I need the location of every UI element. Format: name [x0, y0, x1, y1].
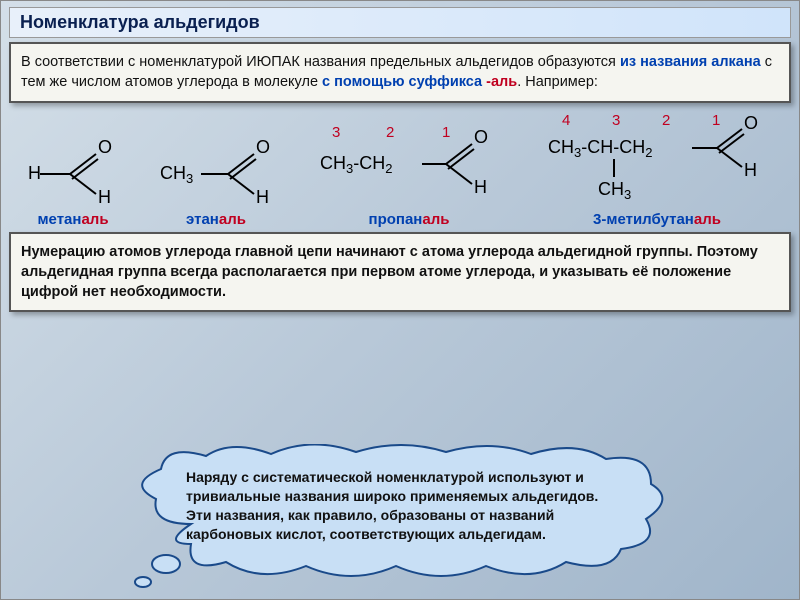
stem: 3-метилбутан — [593, 211, 694, 228]
svg-text:O: O — [744, 113, 758, 133]
name-propanal: пропаналь — [314, 211, 504, 228]
svg-text:2: 2 — [662, 112, 670, 129]
svg-text:O: O — [256, 137, 270, 157]
svg-text:4: 4 — [562, 112, 570, 129]
svg-text:1: 1 — [712, 112, 720, 129]
suffix-red: -аль — [486, 74, 517, 90]
formula-propanal: 3 2 1 CH3-CH2 O H пропаналь — [314, 119, 504, 228]
txt-blue: из названия алкана — [620, 54, 761, 70]
struct-3mb: 4 3 2 1 CH3-CH-CH2 CH3 O H — [542, 109, 772, 209]
svg-text:H: H — [744, 160, 757, 180]
svg-text:O: O — [98, 137, 112, 157]
svg-text:CH3: CH3 — [598, 179, 631, 202]
svg-text:1: 1 — [442, 124, 450, 141]
name-ethanal: этаналь — [156, 211, 276, 228]
svg-text:3: 3 — [332, 124, 340, 141]
name-3mb: 3-метилбутаналь — [542, 211, 772, 228]
txt: . Например: — [517, 74, 598, 90]
slide-title: Номенклатура альдегидов — [9, 7, 791, 38]
stem: пропан — [369, 211, 423, 228]
svg-text:CH3: CH3 — [160, 163, 193, 186]
txt: В соответствии с номенклатурой ИЮПАК наз… — [21, 54, 620, 70]
suf: аль — [219, 211, 246, 228]
txt-suffix: -аль — [486, 74, 517, 90]
cloud-text: Наряду с систематической номенклатурой и… — [186, 468, 616, 544]
svg-text:CH3-CH2: CH3-CH2 — [320, 153, 392, 176]
svg-text:O: O — [474, 127, 488, 147]
struct-propanal: 3 2 1 CH3-CH2 O H — [314, 119, 504, 209]
svg-text:3: 3 — [612, 112, 620, 129]
txt-blue: с помощью суффикса — [322, 74, 486, 90]
svg-text:CH3-CH-CH2: CH3-CH-CH2 — [548, 137, 652, 160]
svg-text:H: H — [98, 187, 111, 207]
svg-text:2: 2 — [386, 124, 394, 141]
suf: аль — [694, 211, 721, 228]
svg-text:H: H — [474, 177, 487, 197]
suf: аль — [81, 211, 108, 228]
name-methanal: метаналь — [28, 211, 118, 228]
stem: метан — [37, 211, 81, 228]
svg-text:H: H — [28, 163, 41, 183]
formula-methanal: H O H метаналь — [28, 129, 118, 228]
suf: аль — [422, 211, 449, 228]
formula-3mb: 4 3 2 1 CH3-CH-CH2 CH3 O H 3-метилбутана… — [542, 109, 772, 228]
struct-methanal: H O H — [28, 129, 118, 209]
info-box-2: Нумерацию атомов углерода главной цепи н… — [9, 232, 791, 313]
svg-text:H: H — [256, 187, 269, 207]
formula-ethanal: CH3 O H этаналь — [156, 129, 276, 228]
info-box-1: В соответствии с номенклатурой ИЮПАК наз… — [9, 42, 791, 103]
struct-ethanal: CH3 O H — [156, 129, 276, 209]
stem: этан — [186, 211, 219, 228]
formula-row: H O H метаналь CH3 O H этаналь 3 2 1 CH3… — [9, 113, 791, 228]
